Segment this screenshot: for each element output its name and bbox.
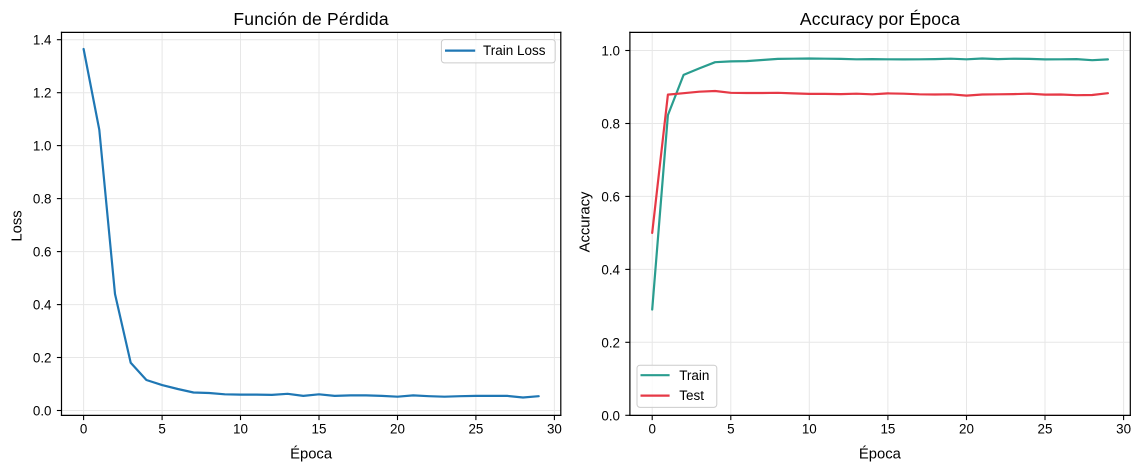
svg-text:0.8: 0.8 [33,192,52,207]
svg-text:25: 25 [468,422,483,437]
svg-text:0.0: 0.0 [601,408,620,423]
svg-text:Función de Pérdida: Función de Pérdida [233,9,388,29]
svg-text:Accuracy por Época: Accuracy por Época [800,9,960,29]
svg-text:0.8: 0.8 [601,117,620,132]
svg-text:30: 30 [547,422,562,437]
svg-text:Test: Test [679,388,704,403]
svg-text:Época: Época [859,445,902,462]
svg-text:0.2: 0.2 [601,335,620,350]
svg-text:15: 15 [880,422,895,437]
svg-text:10: 10 [233,422,248,437]
svg-text:1.0: 1.0 [601,44,620,59]
svg-text:1.4: 1.4 [33,33,52,48]
svg-text:20: 20 [959,422,974,437]
svg-text:15: 15 [312,422,327,437]
svg-text:0.4: 0.4 [33,298,52,313]
svg-text:Accuracy: Accuracy [578,191,594,252]
svg-text:1.0: 1.0 [33,139,52,154]
svg-text:Train: Train [679,368,709,383]
svg-text:0: 0 [80,422,87,437]
svg-text:30: 30 [1116,422,1131,437]
svg-text:25: 25 [1038,422,1053,437]
svg-text:Loss: Loss [9,210,25,241]
svg-text:0.6: 0.6 [601,189,620,204]
svg-text:5: 5 [158,422,165,437]
svg-text:5: 5 [727,422,734,437]
svg-text:0: 0 [648,422,655,437]
svg-text:Época: Época [290,445,333,462]
svg-text:0.6: 0.6 [33,245,52,260]
svg-text:0.4: 0.4 [601,262,620,277]
svg-text:10: 10 [802,422,817,437]
svg-text:1.2: 1.2 [33,86,52,101]
svg-text:Train Loss: Train Loss [483,43,546,58]
svg-text:20: 20 [390,422,405,437]
svg-text:0.0: 0.0 [33,404,52,419]
svg-text:0.2: 0.2 [33,351,52,366]
